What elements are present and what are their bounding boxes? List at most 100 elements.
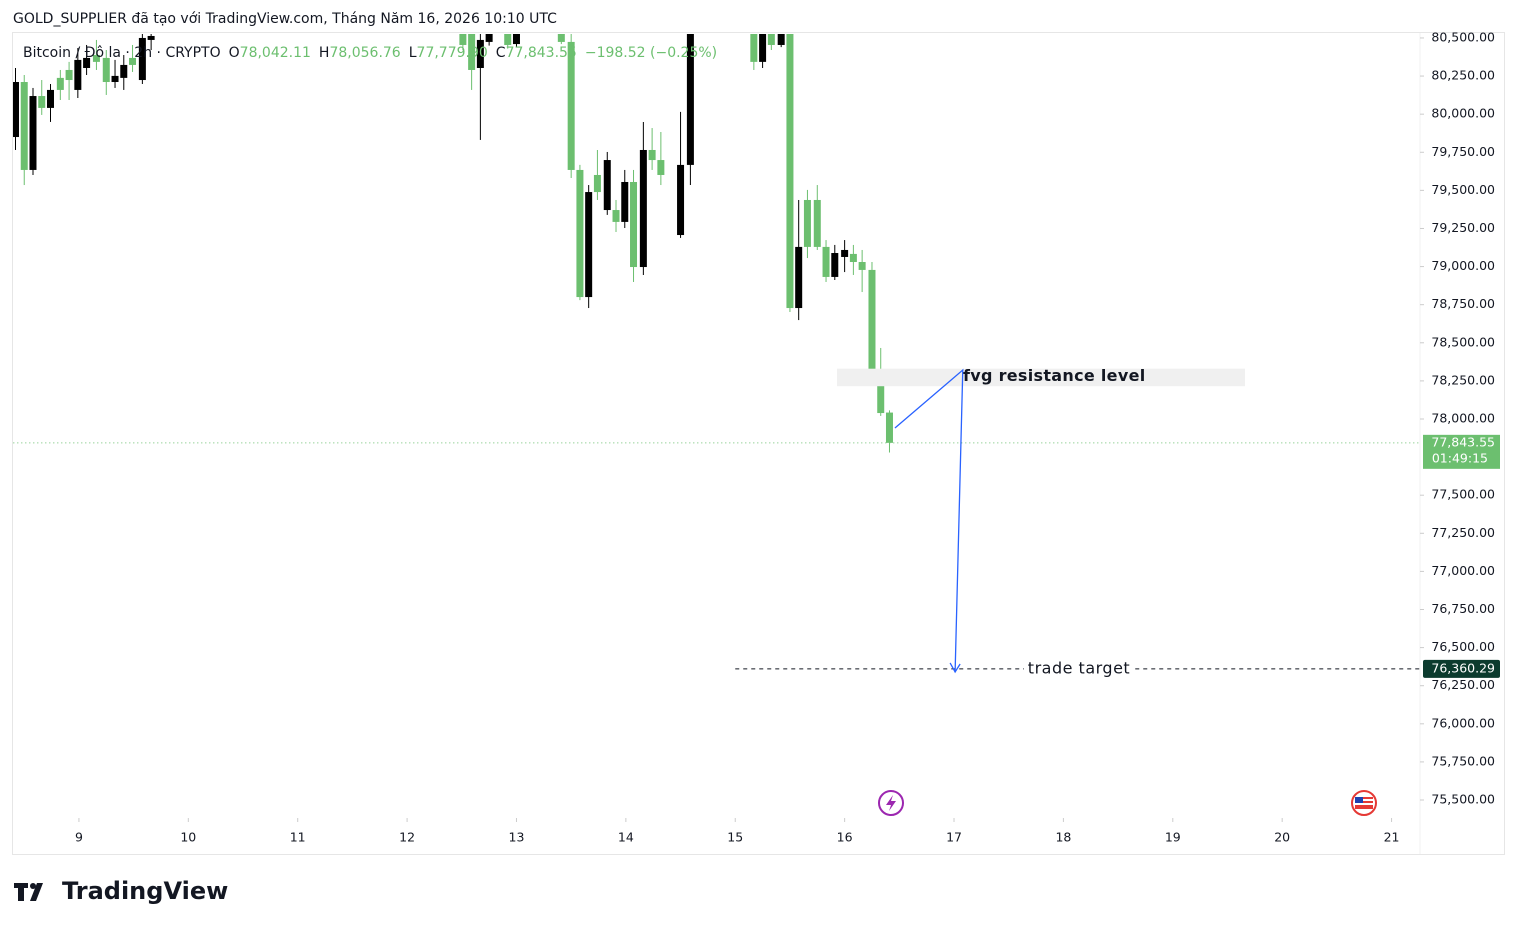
x-tick-label: 16 <box>837 830 853 845</box>
x-tick-label: 11 <box>290 830 306 845</box>
candle-body <box>576 169 584 298</box>
legend-change: −198.52 (−0.25%) <box>585 45 717 61</box>
legend: Bitcoin / Đô la · 2h · CRYPTO O 78,042.11 H… <box>23 45 717 61</box>
x-tick-label: 14 <box>618 830 634 845</box>
chart-title: GOLD_SUPPLIER đã tạo với TradingView.com… <box>13 11 557 27</box>
legend-value: 78,042.11 <box>240 45 311 61</box>
candle-body <box>630 181 638 268</box>
candle-body <box>65 69 73 81</box>
x-tick-label: 13 <box>509 830 525 845</box>
y-tick-label: 76,000.00 <box>1431 715 1495 730</box>
x-tick-label: 19 <box>1165 830 1181 845</box>
legend-value: 78,056.76 <box>329 45 400 61</box>
candle-body <box>74 59 82 90</box>
y-tick-label: 77,250.00 <box>1431 525 1495 540</box>
target-text: trade target <box>1028 658 1130 677</box>
candle-body <box>885 412 893 443</box>
candle-body <box>459 34 467 45</box>
candle-body <box>129 57 137 65</box>
candle-body <box>120 64 128 78</box>
frame <box>12 32 1505 855</box>
candle-body <box>593 174 601 193</box>
y-tick-label: 76,750.00 <box>1431 601 1495 616</box>
arrow-head <box>949 662 961 674</box>
candle-body <box>585 192 593 298</box>
event-icon <box>878 790 904 816</box>
y-tick-label: 78,750.00 <box>1431 296 1495 311</box>
x-tick-label: 18 <box>1055 830 1071 845</box>
legend-key: O <box>229 45 240 61</box>
candle-body <box>639 149 647 268</box>
y-tick-label: 80,250.00 <box>1431 68 1495 83</box>
brand: TradingView <box>62 877 228 905</box>
candle-body <box>504 34 512 45</box>
candle-body <box>786 34 794 309</box>
fvg-zone <box>836 368 1245 387</box>
candle-body <box>648 149 656 161</box>
candle-body <box>476 39 484 68</box>
x-tick-label: 15 <box>727 830 743 845</box>
candle-body <box>567 41 575 170</box>
target-price-label: 76,360.29 <box>1431 660 1495 675</box>
candle-body <box>20 82 28 170</box>
y-tick-label: 80,000.00 <box>1431 106 1495 121</box>
legend-key: H <box>319 45 330 61</box>
x-tick-label: 10 <box>180 830 196 845</box>
y-tick-label: 77,000.00 <box>1431 563 1495 578</box>
candle-body <box>102 57 110 83</box>
y-tick-label: 75,500.00 <box>1431 792 1495 807</box>
candle-body <box>603 160 611 211</box>
x-tick-label: 20 <box>1274 830 1290 845</box>
candle-body <box>831 253 839 277</box>
candle-body <box>485 34 493 42</box>
candle-body <box>38 96 46 108</box>
y-tick-label: 79,000.00 <box>1431 258 1495 273</box>
y-tick-label: 76,250.00 <box>1431 677 1495 692</box>
candle-body <box>750 34 758 62</box>
y-tick-label: 78,250.00 <box>1431 372 1495 387</box>
candle-body <box>138 37 146 81</box>
legend-symbol: Bitcoin / Đô la · 2h · CRYPTO <box>23 45 221 61</box>
current-price-label: 77,843.55 <box>1431 434 1495 449</box>
y-tick-label: 79,250.00 <box>1431 220 1495 235</box>
candle-body <box>858 262 866 270</box>
candle-body <box>557 34 565 42</box>
arrow <box>894 368 964 673</box>
y-tick-label: 80,500.00 <box>1431 29 1495 44</box>
x-tick-label: 21 <box>1384 830 1400 845</box>
y-tick-label: 79,500.00 <box>1431 182 1495 197</box>
candle-body <box>849 253 857 263</box>
x-tick-label: 12 <box>399 830 415 845</box>
candle-body <box>56 77 64 90</box>
legend-value: 77,843.55 <box>506 45 577 61</box>
flag-icon <box>1351 790 1377 816</box>
candle-body <box>468 34 476 70</box>
candle-body <box>767 34 775 45</box>
candle-body <box>612 210 620 222</box>
candle-body <box>46 89 54 108</box>
candle-body <box>677 164 685 236</box>
candle-body <box>822 246 830 277</box>
y-tick-label: 79,750.00 <box>1431 144 1495 159</box>
candle-body <box>657 160 665 175</box>
y-tick-label: 75,750.00 <box>1431 753 1495 768</box>
candle-body <box>92 55 100 62</box>
y-tick-label: 77,500.00 <box>1431 487 1495 502</box>
candle-body <box>877 370 885 414</box>
candle-body <box>759 34 767 62</box>
candle-body <box>512 34 520 45</box>
target-price-box <box>1423 659 1500 678</box>
y-tick-label: 78,500.00 <box>1431 334 1495 349</box>
legend-value: 77,779.90 <box>417 45 488 61</box>
legend-key: L <box>409 45 417 61</box>
y-tick-label: 76,500.00 <box>1431 639 1495 654</box>
candle-body <box>621 181 629 222</box>
candle-body <box>29 96 37 170</box>
y-tick-label: 78,000.00 <box>1431 410 1495 425</box>
candle-body <box>83 57 91 68</box>
countdown-label: 01:49:15 <box>1432 450 1488 465</box>
candle-body <box>841 249 849 257</box>
x-tick-label: 9 <box>75 830 83 845</box>
candle-body <box>803 199 811 247</box>
